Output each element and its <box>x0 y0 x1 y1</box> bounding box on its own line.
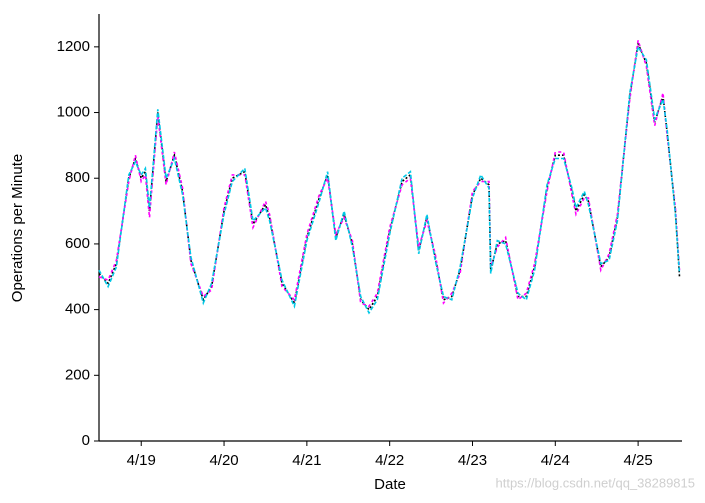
x-tick-label: 4/19 <box>127 452 156 469</box>
series-line <box>98 40 681 308</box>
x-tick-label: 4/20 <box>209 452 238 469</box>
y-tick-label: 1200 <box>57 38 90 55</box>
series-line <box>98 40 681 311</box>
x-tick-label: 4/23 <box>458 452 487 469</box>
x-tick-label: 4/21 <box>292 452 321 469</box>
x-tick-label: 4/24 <box>541 452 570 469</box>
y-tick-label: 1000 <box>57 104 90 121</box>
y-tick-label: 200 <box>65 366 90 383</box>
x-tick-label: 4/22 <box>375 452 404 469</box>
series-line <box>98 44 681 315</box>
y-axis-label: Operations per Minute <box>9 154 26 302</box>
y-tick-label: 800 <box>65 169 90 186</box>
y-tick-label: 400 <box>65 301 90 318</box>
y-tick-label: 600 <box>65 235 90 252</box>
y-tick-label: 0 <box>82 432 90 449</box>
watermark: https://blog.csdn.net/qq_38289815 <box>496 475 696 490</box>
x-tick-label: 4/25 <box>624 452 653 469</box>
x-axis-label: Date <box>374 476 406 493</box>
